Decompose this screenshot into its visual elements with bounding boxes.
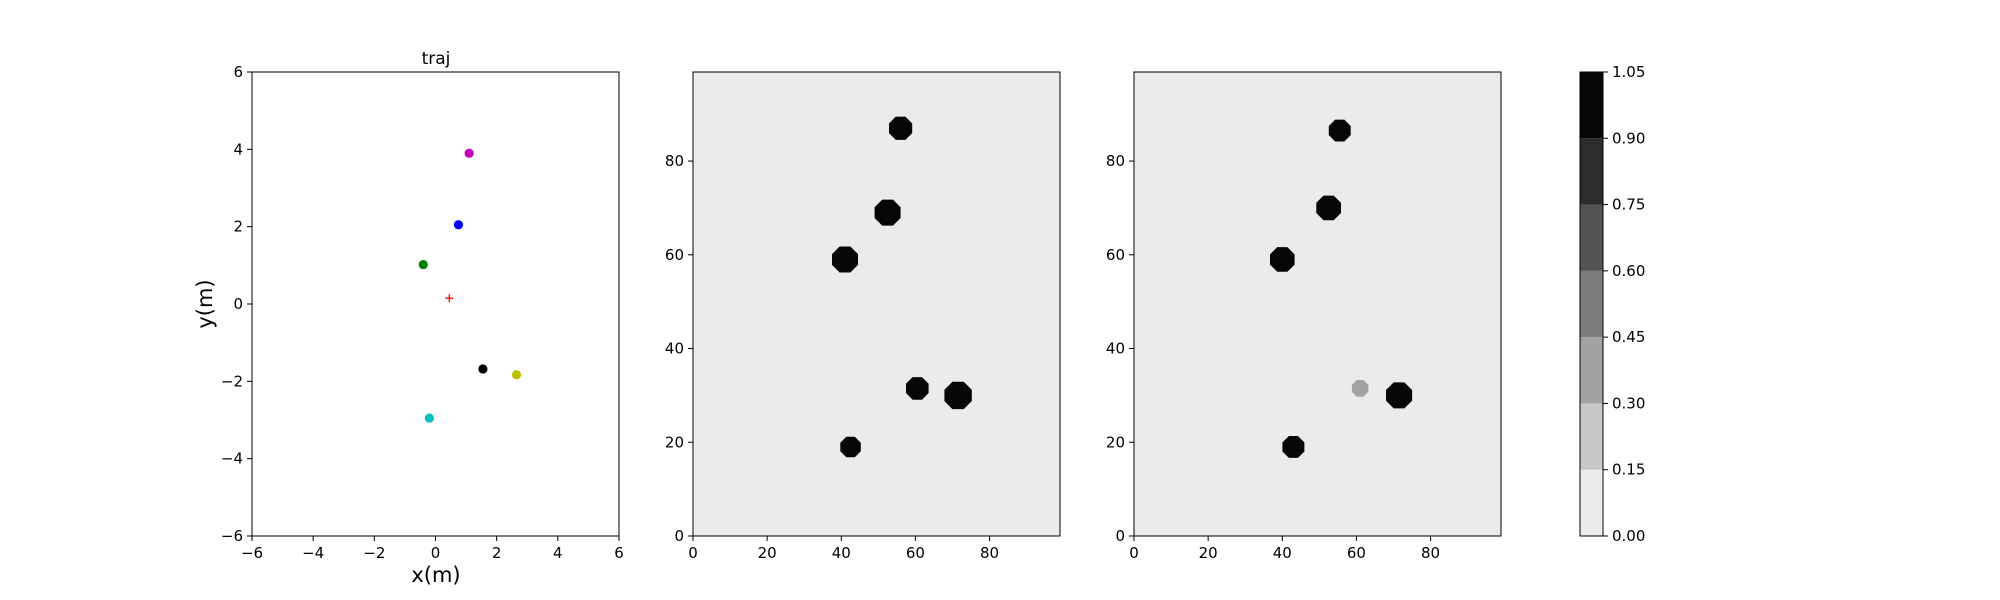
plot-area xyxy=(1134,72,1501,536)
colorbar-segment xyxy=(1580,138,1603,205)
colorbar-segment xyxy=(1580,270,1603,338)
axes-frame xyxy=(692,71,1061,537)
y-tick-label: −6 xyxy=(221,527,243,545)
y-tick-label: −2 xyxy=(221,372,243,390)
axes-frame xyxy=(251,71,620,537)
y-tick-label: 0 xyxy=(674,527,684,545)
x-tick-label: 6 xyxy=(614,544,624,562)
x-tick-label: 2 xyxy=(492,544,502,562)
colorbar-segment xyxy=(1580,469,1603,536)
obstacle-blob xyxy=(832,246,858,273)
y-tick-label: 2 xyxy=(233,218,243,236)
axes-frame xyxy=(1133,71,1502,537)
obstacle-blob xyxy=(1270,247,1295,272)
x-tick-label: 60 xyxy=(1347,544,1366,562)
x-tick-label: 60 xyxy=(906,544,925,562)
y-tick-label: 40 xyxy=(665,340,684,358)
robot-position-marker xyxy=(445,294,454,303)
x-tick-label: 80 xyxy=(1421,544,1440,562)
plot-area xyxy=(252,72,619,536)
obstacle-blob xyxy=(906,377,929,400)
colorbar-segment xyxy=(1580,403,1603,470)
obstacle-blob xyxy=(840,436,861,458)
trajectory-point xyxy=(424,413,434,423)
x-tick-label: 4 xyxy=(553,544,563,562)
trajectory-point xyxy=(464,148,474,158)
x-tick-label: 80 xyxy=(980,544,999,562)
y-axis-label: y(m) xyxy=(193,279,217,328)
colorbar-tick-label: 0.15 xyxy=(1612,461,1645,479)
colorbar-frame xyxy=(1579,71,1604,537)
x-axis-label: x(m) xyxy=(411,563,460,587)
colorbar-tick-label: 0.45 xyxy=(1612,328,1645,346)
x-tick-label: 0 xyxy=(431,544,441,562)
obstacle-blob xyxy=(1282,436,1305,458)
trajectory-point xyxy=(478,364,488,374)
obstacle-blob xyxy=(889,116,913,140)
y-tick-label: 20 xyxy=(1106,433,1125,451)
x-tick-label: −4 xyxy=(302,544,324,562)
colorbar-segment xyxy=(1580,204,1603,271)
colorbar-segment xyxy=(1580,337,1603,404)
x-tick-label: −6 xyxy=(241,544,263,562)
x-tick-label: 0 xyxy=(688,544,698,562)
colorbar-tick-label: 0.00 xyxy=(1612,527,1645,545)
y-tick-label: 40 xyxy=(1106,340,1125,358)
y-tick-label: 80 xyxy=(665,152,684,170)
obstacle-blob xyxy=(1386,382,1413,409)
trajectory-panel: traj −6 −4 −2 0 2 4 6 −6 −4 −2 0 2 4 6 x(m) y(m) xyxy=(193,49,624,587)
y-tick-label: 0 xyxy=(1115,527,1125,545)
colorbar-tick-label: 1.05 xyxy=(1612,63,1645,81)
x-tick-label: 20 xyxy=(758,544,777,562)
x-tick-label: 40 xyxy=(1273,544,1292,562)
map-panel-right: 0 20 40 60 80 0 20 40 60 80 xyxy=(1106,71,1502,562)
obstacle-blob xyxy=(944,381,972,410)
colorbar: 0.00 0.15 0.30 0.45 0.60 0.75 0.90 1.05 xyxy=(1579,63,1645,545)
obstacle-blob xyxy=(874,199,901,226)
obstacle-blob xyxy=(1351,380,1369,397)
obstacle-blob xyxy=(1328,119,1351,142)
y-tick-label: 60 xyxy=(1106,246,1125,264)
plot-title: traj xyxy=(422,49,451,69)
y-tick-label: 0 xyxy=(233,295,243,313)
trajectory-point xyxy=(453,220,464,230)
colorbar-tick-label: 0.60 xyxy=(1612,262,1645,280)
y-tick-label: 80 xyxy=(1106,152,1125,170)
y-tick-label: 6 xyxy=(233,63,243,81)
obstacle-blob xyxy=(1316,195,1341,221)
colorbar-tick-label: 0.75 xyxy=(1612,196,1645,214)
colorbar-tick-label: 0.30 xyxy=(1612,394,1645,412)
colorbar-tick-label: 0.90 xyxy=(1612,129,1645,147)
x-tick-label: −2 xyxy=(363,544,385,562)
x-tick-label: 0 xyxy=(1129,544,1139,562)
y-tick-label: 4 xyxy=(233,140,243,158)
x-tick-label: 40 xyxy=(832,544,851,562)
y-tick-label: 20 xyxy=(665,433,684,451)
x-tick-label: 20 xyxy=(1199,544,1218,562)
y-tick-label: 60 xyxy=(665,246,684,264)
plot-area xyxy=(693,72,1060,536)
colorbar-segment xyxy=(1580,72,1603,139)
trajectory-point xyxy=(511,370,522,380)
map-panel-left: 0 20 40 60 80 0 20 40 60 80 xyxy=(665,71,1061,562)
trajectory-point xyxy=(418,259,428,270)
y-tick-label: −4 xyxy=(221,450,243,468)
